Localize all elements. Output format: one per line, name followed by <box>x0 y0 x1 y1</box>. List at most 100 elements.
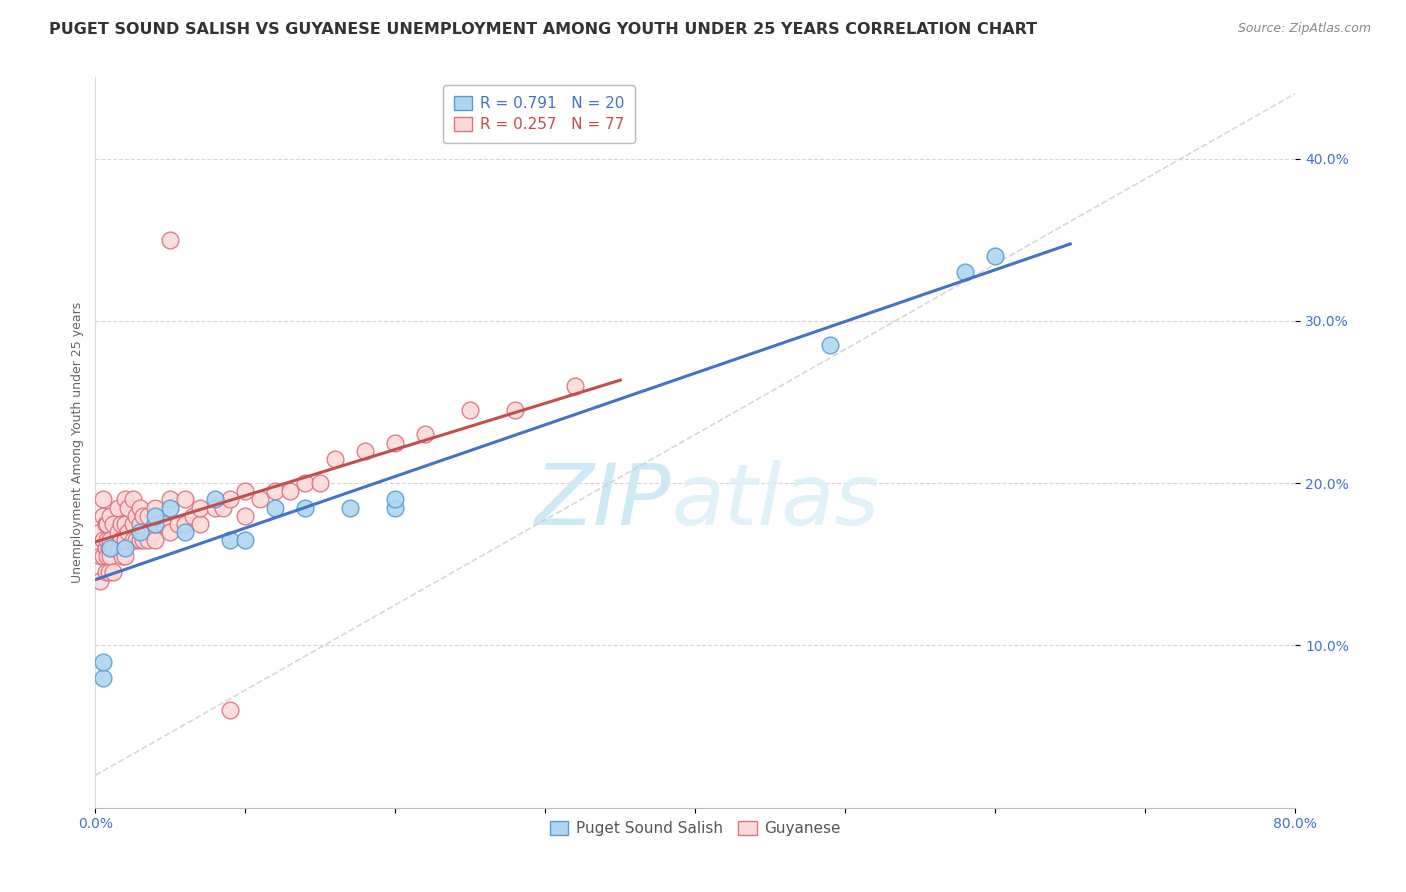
Point <box>117 500 139 515</box>
Point <box>97 541 120 555</box>
Text: ZIP: ZIP <box>536 459 671 542</box>
Point <box>125 508 148 523</box>
Point <box>94 516 117 531</box>
Point <box>132 533 155 547</box>
Point <box>96 533 118 547</box>
Point <box>121 492 143 507</box>
Point <box>110 533 132 547</box>
Point <box>103 566 125 580</box>
Point <box>143 516 166 531</box>
Point <box>384 492 406 507</box>
Point <box>143 508 166 523</box>
Point <box>91 533 114 547</box>
Point <box>159 492 181 507</box>
Point <box>204 492 226 507</box>
Point <box>114 533 136 547</box>
Point <box>96 516 118 531</box>
Point <box>91 508 114 523</box>
Point <box>98 508 121 523</box>
Point <box>136 533 159 547</box>
Point <box>181 508 204 523</box>
Text: atlas: atlas <box>671 459 879 542</box>
Point <box>219 492 242 507</box>
Point <box>166 516 188 531</box>
Point <box>204 500 226 515</box>
Point <box>97 566 120 580</box>
Point <box>294 476 316 491</box>
Point <box>384 500 406 515</box>
Point <box>152 516 174 531</box>
Point <box>136 508 159 523</box>
Point <box>249 492 271 507</box>
Point <box>233 533 256 547</box>
Point <box>121 516 143 531</box>
Point <box>89 524 111 539</box>
Point <box>159 233 181 247</box>
Point <box>96 549 118 564</box>
Point <box>233 484 256 499</box>
Point <box>143 500 166 515</box>
Point <box>107 541 129 555</box>
Point <box>460 403 482 417</box>
Point <box>121 533 143 547</box>
Point <box>114 541 136 555</box>
Point <box>103 516 125 531</box>
Point <box>219 533 242 547</box>
Point <box>91 549 114 564</box>
Point <box>354 443 377 458</box>
Legend: Puget Sound Salish, Guyanese: Puget Sound Salish, Guyanese <box>543 814 848 844</box>
Point <box>384 435 406 450</box>
Point <box>294 500 316 515</box>
Point <box>125 533 148 547</box>
Point <box>91 671 114 685</box>
Point <box>98 533 121 547</box>
Point <box>98 549 121 564</box>
Point <box>188 500 211 515</box>
Point <box>141 524 163 539</box>
Point <box>132 508 155 523</box>
Point <box>129 524 152 539</box>
Point <box>107 500 129 515</box>
Point <box>174 516 197 531</box>
Point <box>117 524 139 539</box>
Point <box>564 379 586 393</box>
Point <box>143 533 166 547</box>
Point <box>264 500 287 515</box>
Point <box>174 492 197 507</box>
Point <box>159 524 181 539</box>
Point <box>110 516 132 531</box>
Point <box>188 516 211 531</box>
Point <box>505 403 527 417</box>
Point <box>91 655 114 669</box>
Point <box>103 541 125 555</box>
Y-axis label: Unemployment Among Youth under 25 years: Unemployment Among Youth under 25 years <box>72 302 84 583</box>
Point <box>129 500 152 515</box>
Point <box>143 516 166 531</box>
Point <box>98 541 121 555</box>
Point <box>339 500 361 515</box>
Point <box>129 533 152 547</box>
Point <box>984 249 1007 263</box>
Point <box>278 484 301 499</box>
Point <box>89 574 111 588</box>
Point <box>211 500 233 515</box>
Point <box>264 484 287 499</box>
Point <box>94 541 117 555</box>
Point <box>820 338 842 352</box>
Point <box>174 524 197 539</box>
Text: PUGET SOUND SALISH VS GUYANESE UNEMPLOYMENT AMONG YOUTH UNDER 25 YEARS CORRELATI: PUGET SOUND SALISH VS GUYANESE UNEMPLOYM… <box>49 22 1038 37</box>
Point <box>114 516 136 531</box>
Point <box>219 703 242 717</box>
Point <box>129 516 152 531</box>
Point <box>107 524 129 539</box>
Point <box>91 492 114 507</box>
Point <box>114 549 136 564</box>
Text: Source: ZipAtlas.com: Source: ZipAtlas.com <box>1237 22 1371 36</box>
Point <box>114 492 136 507</box>
Point <box>955 265 977 279</box>
Point <box>415 427 437 442</box>
Point <box>111 549 134 564</box>
Point <box>323 451 346 466</box>
Point <box>309 476 332 491</box>
Point <box>233 508 256 523</box>
